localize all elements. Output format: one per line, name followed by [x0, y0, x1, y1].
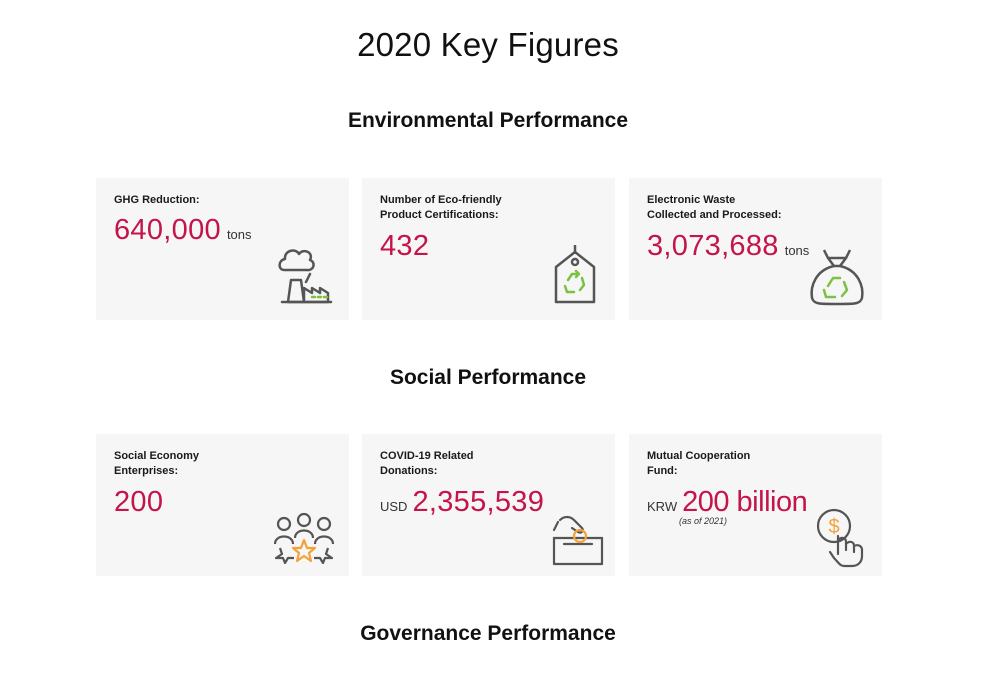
value-number: 640,000	[114, 214, 221, 246]
card-value: 640,000 tons	[114, 214, 252, 247]
card-label-line: Product Certifications:	[380, 209, 499, 221]
card-label: Number of Eco-friendly Product Certifica…	[380, 193, 600, 223]
value-currency: USD	[380, 499, 408, 514]
value-note: (as of 2021)	[679, 516, 728, 526]
mutual-cooperation-card: Mutual Cooperation Fund: KRW 200 billion …	[629, 434, 882, 576]
social-economy-card: Social Economy Enterprises: 200	[96, 434, 349, 576]
section-title-social: Social Performance	[389, 366, 587, 389]
card-label-line: Collected and Processed:	[647, 209, 782, 221]
value-number: 432	[380, 230, 430, 262]
people-star-icon	[273, 512, 335, 564]
e-waste-card: Electronic Waste Collected and Processed…	[629, 178, 882, 320]
card-label: Electronic Waste Collected and Processed…	[647, 193, 867, 223]
dollar-symbol: $	[828, 516, 839, 538]
section-title-governance: Governance Performance	[360, 622, 616, 645]
section-title-environmental: Environmental Performance	[347, 109, 629, 132]
value-number: 2,355,539	[412, 486, 545, 518]
card-label: Social Economy Enterprises:	[114, 449, 334, 479]
coin-hand-icon: $	[816, 508, 864, 568]
recycle-tag-icon	[554, 245, 596, 304]
card-label-line: Electronic Waste	[647, 194, 736, 206]
card-value: USD 2,355,539	[380, 486, 544, 519]
card-label-line: Number of Eco-friendly	[380, 194, 502, 206]
card-value: KRW 200 billion	[647, 486, 808, 519]
card-label-line: Fund:	[647, 465, 678, 477]
covid-donations-card: COVID-19 Related Donations: USD 2,355,539	[362, 434, 615, 576]
card-label: COVID-19 Related Donations:	[380, 449, 600, 479]
card-label-line: COVID-19 Related	[380, 450, 474, 462]
factory-icon	[278, 249, 333, 304]
card-value: 200	[114, 486, 163, 519]
card-label-line: Mutual Cooperation	[647, 450, 751, 462]
card-label: Mutual Cooperation Fund:	[647, 449, 867, 479]
eco-certifications-card: Number of Eco-friendly Product Certifica…	[362, 178, 615, 320]
value-number: 200 billion	[682, 486, 808, 518]
value-unit: tons	[226, 227, 252, 242]
card-label-line: Donations:	[380, 465, 438, 477]
recycle-bag-icon	[810, 249, 864, 306]
card-value: 3,073,688 tons	[647, 230, 809, 263]
value-currency: KRW	[647, 499, 678, 514]
value-unit: tons	[784, 243, 810, 258]
donation-box-icon	[552, 515, 604, 566]
card-label-line: Enterprises:	[114, 465, 179, 477]
page-title: 2020 Key Figures	[357, 26, 619, 63]
value-number: 3,073,688	[647, 230, 779, 262]
card-value: 432	[380, 230, 429, 263]
card-label: GHG Reduction:	[114, 194, 200, 206]
value-number: 200	[114, 486, 164, 518]
card-label-line: Social Economy	[114, 450, 199, 462]
ghg-reduction-card: GHG Reduction: 640,000 tons	[96, 178, 349, 320]
